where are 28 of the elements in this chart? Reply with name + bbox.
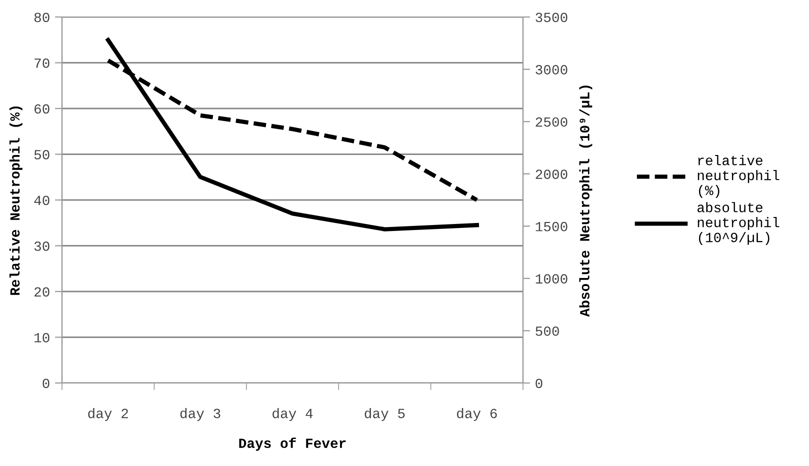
y2-tick-label: 3000 [536, 65, 568, 74]
y-tick-label: 50 [34, 150, 50, 160]
x-tick-label: day 6 [456, 408, 497, 421]
y2-tick-label: 500 [536, 326, 559, 336]
y2-tick-label: 0 [536, 378, 542, 388]
legend-label: relative neutrophil (%) [698, 155, 780, 198]
y-tick-label: 0 [42, 378, 50, 388]
y2-axis-title: Absolute Neutrophil (10⁹/µL) [579, 86, 592, 317]
y2-tick-label: 1500 [536, 222, 568, 232]
y-tick-label: 60 [34, 104, 50, 114]
y-tick-label: 70 [34, 58, 50, 68]
legend-label: absolute neutrophil (10^9/µL) [698, 202, 780, 245]
y-tick-label: 10 [34, 332, 50, 342]
y2-tick-label: 2000 [536, 170, 568, 180]
x-tick-label: day 3 [180, 408, 220, 421]
y-tick-label: 40 [34, 196, 50, 206]
x-axis-title: Days of Fever [239, 438, 346, 451]
x-tick-label: day 2 [88, 408, 128, 421]
y2-tick-label: 3500 [536, 12, 568, 22]
x-tick-label: day 5 [364, 408, 405, 421]
x-tick-label: day 4 [272, 408, 313, 421]
y-tick-label: 80 [34, 12, 50, 22]
line-series [106, 38, 479, 232]
y-tick-label: 20 [34, 287, 50, 297]
y-tick-label: 30 [34, 241, 50, 251]
y2-tick-label: 1000 [536, 274, 568, 284]
y2-tick-label: 2500 [536, 117, 568, 127]
y-axis-title: Relative Neutrophil (%) [9, 106, 22, 295]
